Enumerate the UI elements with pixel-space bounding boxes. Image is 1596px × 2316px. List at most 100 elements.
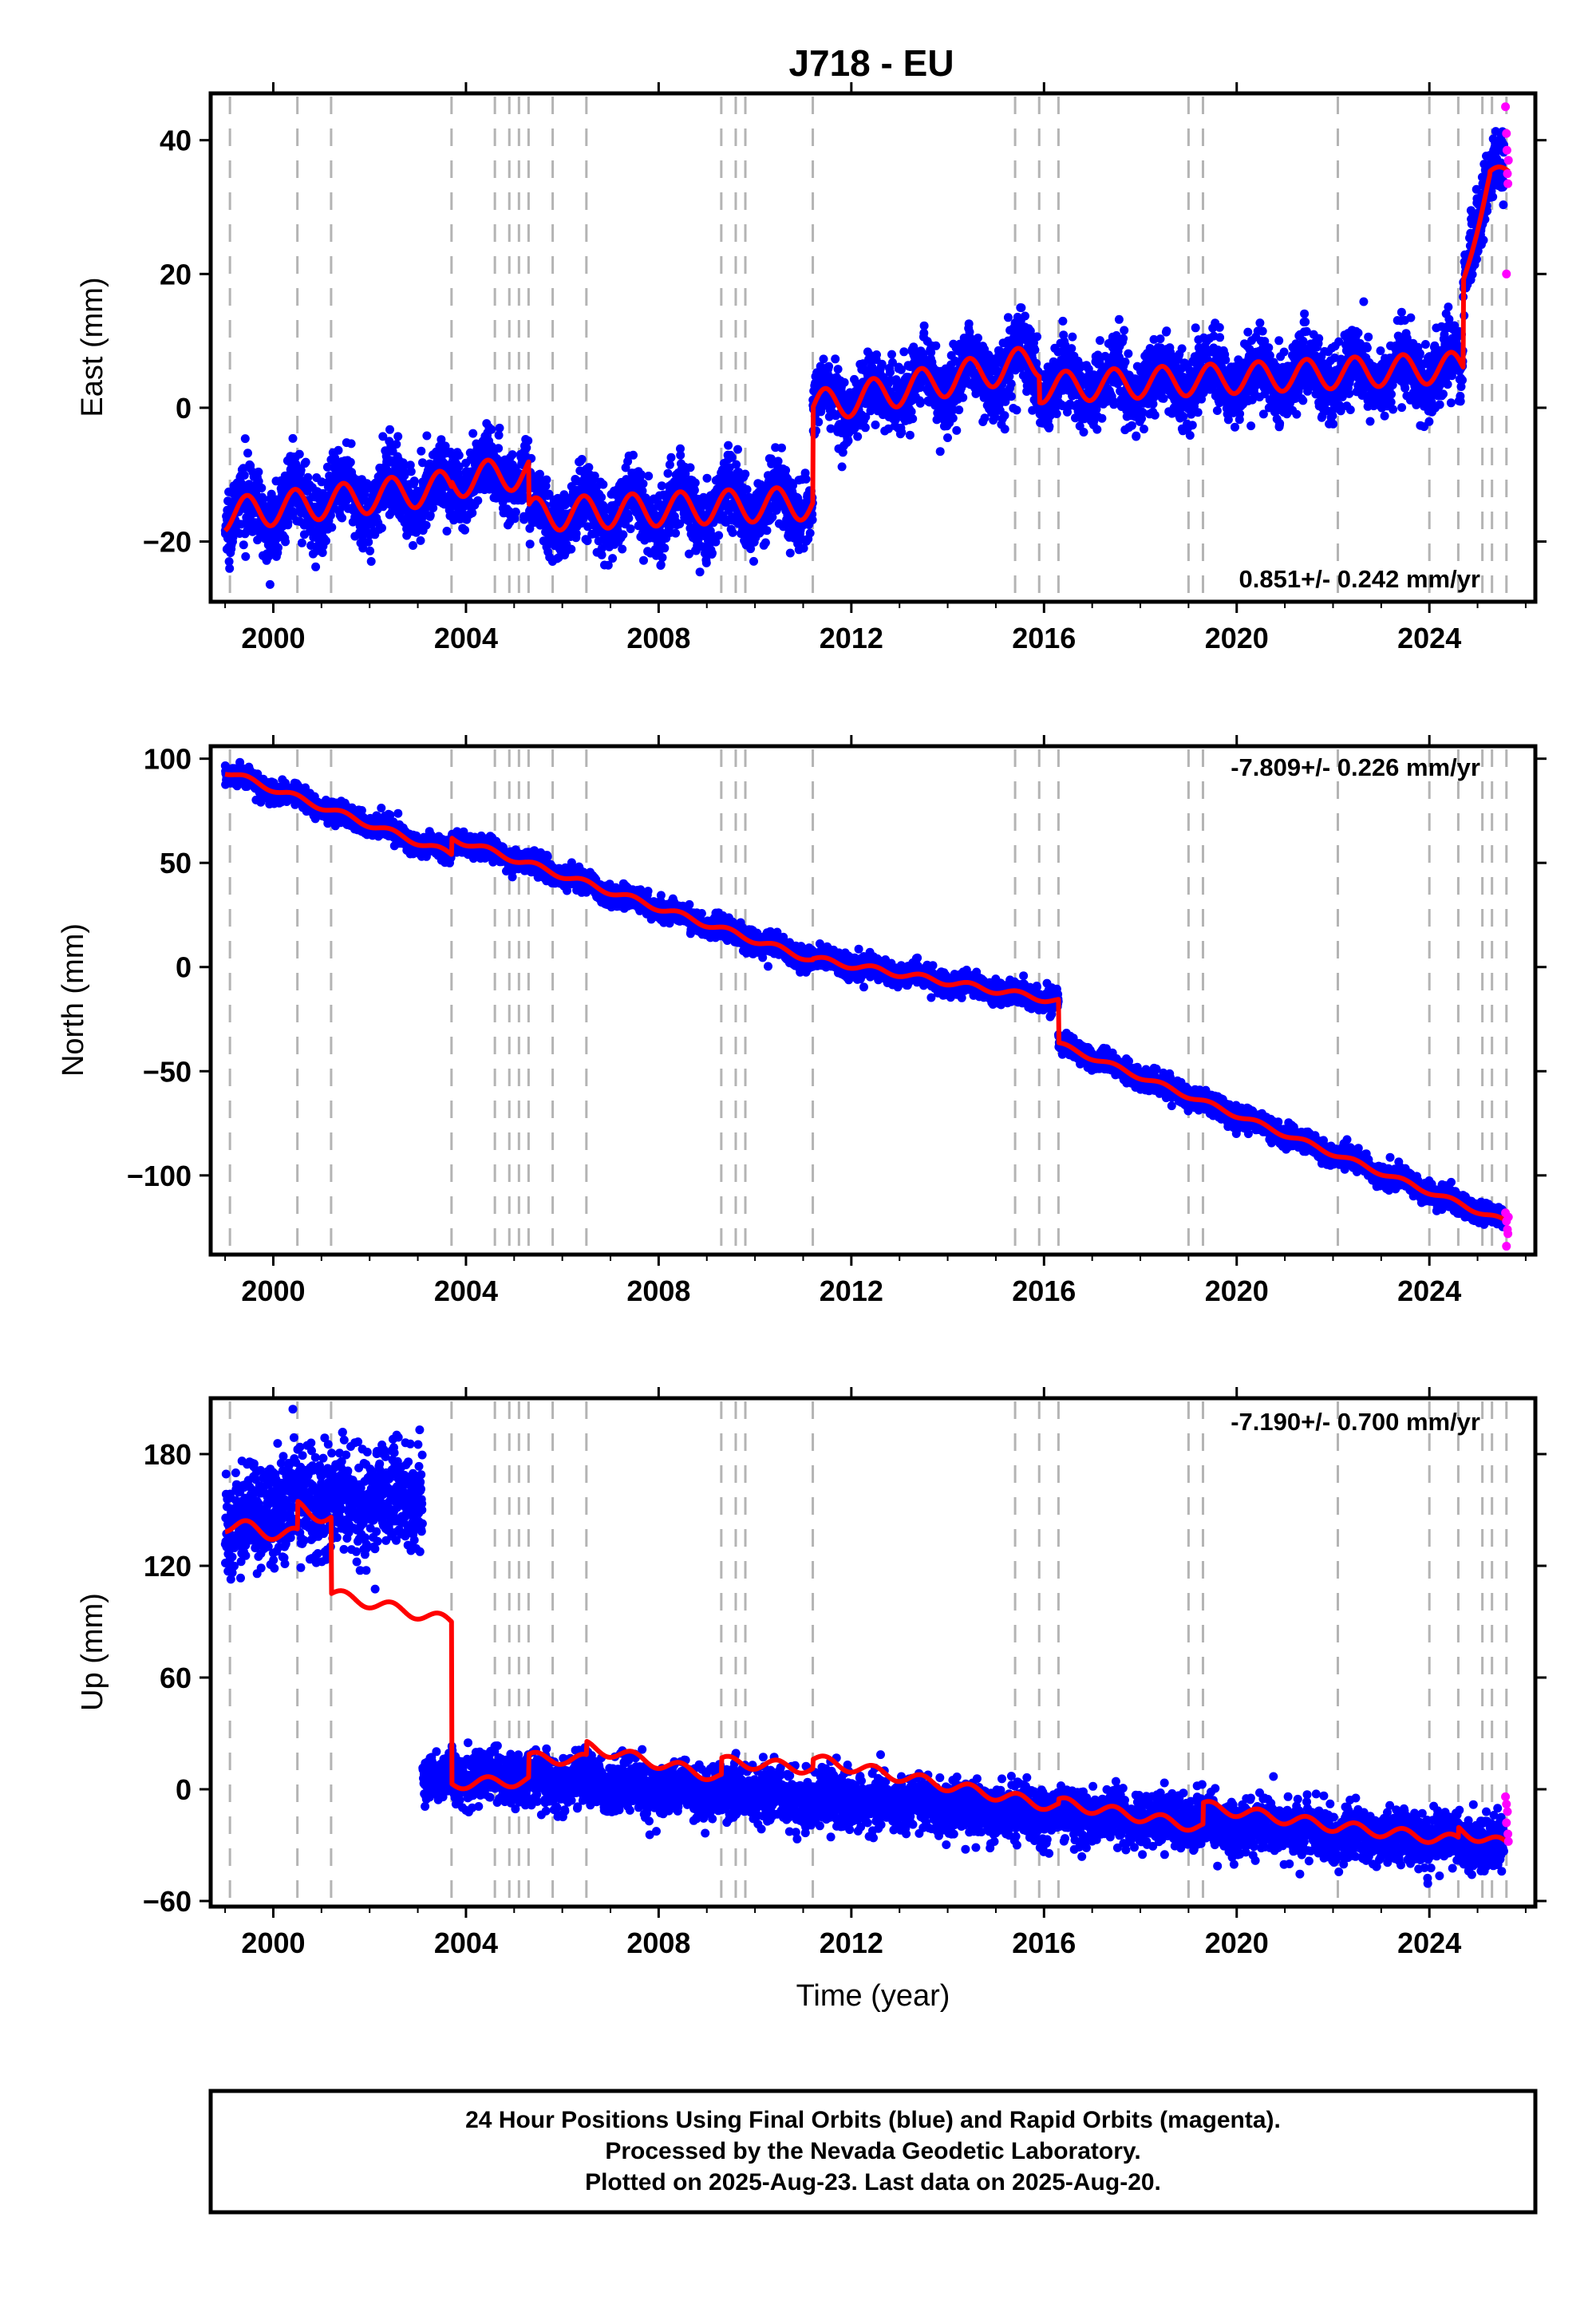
east-final-point bbox=[405, 460, 415, 470]
east-final-point bbox=[732, 460, 741, 469]
east-final-point bbox=[254, 467, 263, 476]
east-final-point bbox=[365, 546, 375, 555]
east-final-point bbox=[785, 548, 795, 558]
east-final-point bbox=[311, 562, 321, 571]
east-final-point bbox=[393, 432, 403, 441]
east-final-point bbox=[837, 462, 847, 472]
east-final-point bbox=[487, 425, 496, 434]
east-final-point bbox=[1193, 408, 1203, 417]
east-final-point bbox=[1017, 303, 1026, 313]
east-final-point bbox=[1058, 316, 1068, 326]
east-final-point bbox=[1124, 349, 1133, 358]
east-final-point bbox=[473, 496, 483, 505]
east-final-point bbox=[1000, 411, 1009, 421]
east-final-point bbox=[468, 429, 478, 438]
east-final-point bbox=[1092, 425, 1102, 434]
east-final-point bbox=[1235, 409, 1245, 418]
east-final-point bbox=[301, 457, 310, 467]
east-final-point bbox=[460, 525, 469, 535]
east-final-point bbox=[943, 433, 952, 442]
east-final-point bbox=[629, 450, 638, 460]
east-final-point bbox=[819, 354, 828, 364]
east-final-point bbox=[728, 528, 737, 537]
east-final-point bbox=[523, 436, 533, 445]
east-final-point bbox=[618, 544, 627, 554]
east-final-point bbox=[1045, 421, 1054, 431]
east-final-point bbox=[1132, 431, 1141, 441]
east-final-point bbox=[626, 524, 635, 534]
east-final-point bbox=[241, 551, 251, 561]
east-final-point bbox=[1095, 336, 1104, 346]
east-final-point bbox=[567, 544, 576, 554]
east-final-point bbox=[406, 467, 416, 476]
east-final-point bbox=[824, 362, 834, 371]
east-final-point bbox=[1114, 314, 1124, 324]
east-final-point bbox=[1187, 421, 1197, 430]
east-final-point bbox=[805, 528, 815, 538]
east-final-point bbox=[257, 484, 267, 492]
east-final-point bbox=[1215, 333, 1225, 342]
east-final-point bbox=[1255, 318, 1265, 328]
east-final-point bbox=[666, 453, 676, 462]
east-final-point bbox=[1021, 311, 1029, 321]
east-final-point bbox=[644, 472, 654, 480]
east-final-point bbox=[366, 557, 376, 566]
east-final-point bbox=[749, 556, 758, 566]
east-final-point bbox=[1243, 327, 1253, 337]
east-final-point bbox=[358, 543, 368, 553]
east-final-point bbox=[1162, 326, 1171, 336]
east-final-point bbox=[422, 431, 432, 441]
east-final-point bbox=[468, 508, 477, 518]
east-final-point bbox=[733, 445, 742, 454]
east-final-point bbox=[701, 558, 711, 567]
east-final-point bbox=[1120, 326, 1129, 335]
east-final-point bbox=[853, 432, 863, 441]
east-final-point bbox=[1156, 334, 1165, 344]
east-final-point bbox=[364, 537, 373, 547]
east-final-point bbox=[1231, 422, 1239, 432]
east-final-point bbox=[296, 465, 306, 475]
east-final-point bbox=[935, 447, 945, 456]
east-final-point bbox=[239, 471, 249, 480]
east-final-point bbox=[1109, 400, 1119, 409]
east-final-point bbox=[1119, 334, 1128, 343]
east-final-point bbox=[831, 354, 840, 364]
east-final-points bbox=[220, 127, 1508, 589]
east-final-point bbox=[239, 540, 248, 550]
east-final-point bbox=[899, 347, 909, 357]
east-final-point bbox=[1221, 355, 1231, 365]
east-final-point bbox=[378, 432, 388, 441]
east-final-point bbox=[289, 507, 298, 516]
east-final-point bbox=[777, 443, 786, 453]
east-final-point bbox=[624, 513, 634, 523]
east-final-point bbox=[833, 365, 843, 374]
east-final-point bbox=[318, 548, 327, 557]
east-final-point bbox=[702, 473, 712, 483]
east-final-point bbox=[1030, 345, 1040, 354]
east-final-point bbox=[243, 449, 252, 458]
east-final-point bbox=[385, 425, 394, 434]
east-final-point bbox=[872, 350, 881, 359]
east-final-point bbox=[974, 334, 982, 342]
east-final-point bbox=[225, 563, 235, 573]
east-final-point bbox=[877, 359, 887, 369]
east-final-point bbox=[1246, 421, 1256, 431]
east-final-point bbox=[1258, 326, 1267, 336]
east-final-point bbox=[281, 537, 290, 547]
east-final-point bbox=[1215, 322, 1224, 332]
east-final-point bbox=[409, 541, 417, 550]
east-final-point bbox=[741, 469, 750, 479]
east-final-point bbox=[1052, 409, 1061, 418]
east-final-point bbox=[265, 579, 275, 589]
east-final-point bbox=[905, 430, 915, 440]
east-final-point bbox=[429, 504, 438, 512]
east-final-point bbox=[695, 567, 705, 577]
east-final-point bbox=[400, 471, 409, 480]
east-final-point bbox=[801, 474, 811, 484]
east-final-point bbox=[525, 539, 535, 549]
east-final-point bbox=[454, 451, 464, 460]
east-final-point bbox=[931, 341, 941, 350]
east-final-point bbox=[494, 444, 504, 453]
east-final-point bbox=[377, 524, 386, 533]
east-final-point bbox=[1177, 344, 1187, 354]
